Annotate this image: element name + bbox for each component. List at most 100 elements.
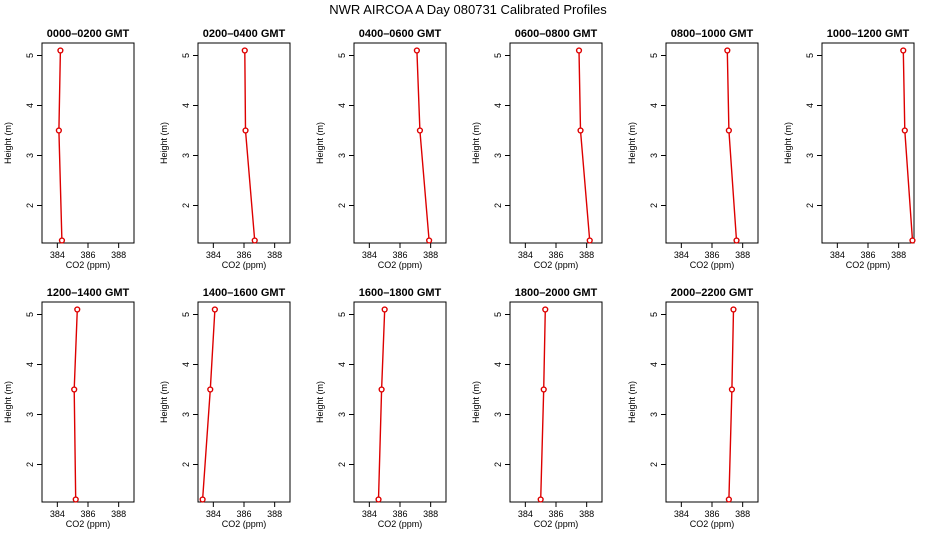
profile-panel: 1800–2000 GMT 384 386 388 2 3 4 5 CO2 (ppm) Heigh… xyxy=(471,287,603,529)
panel-title: 1400–1600 GMT xyxy=(203,287,286,299)
x-tick-label: 384 xyxy=(830,250,845,260)
x-axis-label: CO2 (ppm) xyxy=(222,519,267,529)
data-point xyxy=(416,127,424,134)
data-point xyxy=(725,127,732,134)
y-tick-label: 5 xyxy=(337,53,347,58)
panel-title: 0400–0600 GMT xyxy=(359,28,442,40)
y-axis-label: Height (m) xyxy=(627,381,637,423)
data-point xyxy=(724,47,731,54)
data-point xyxy=(900,47,907,54)
x-tick-label: 388 xyxy=(579,509,594,519)
x-tick-label: 386 xyxy=(236,250,251,260)
y-tick-label: 2 xyxy=(25,203,35,208)
x-tick-label: 386 xyxy=(80,509,95,519)
plot-frame xyxy=(665,301,759,503)
profile-panel: 0000–0200 GMT 384 386 388 2 3 4 5 CO2 (ppm) Heigh… xyxy=(3,28,135,270)
panel-title: 0600–0800 GMT xyxy=(515,28,598,40)
x-tick-label: 386 xyxy=(548,250,563,260)
x-tick-label: 384 xyxy=(206,509,221,519)
x-axis-label: CO2 (ppm) xyxy=(534,260,579,270)
y-tick-label: 4 xyxy=(25,362,35,367)
y-axis-label: Height (m) xyxy=(3,122,13,164)
data-point xyxy=(537,496,544,503)
plot-frame xyxy=(197,301,291,503)
x-axis-label: CO2 (ppm) xyxy=(66,519,111,529)
x-axis-label: CO2 (ppm) xyxy=(534,519,579,529)
profile-panel: 1600–1800 GMT 384 386 388 2 3 4 5 CO2 (ppm) Heigh… xyxy=(315,287,447,529)
y-tick-label: 4 xyxy=(493,362,503,367)
data-point xyxy=(72,496,79,503)
y-tick-label: 3 xyxy=(493,153,503,158)
profile-line xyxy=(902,50,914,241)
panel-title: 1600–1800 GMT xyxy=(359,287,442,299)
x-axis-label: CO2 (ppm) xyxy=(690,519,735,529)
x-tick-label: 386 xyxy=(704,250,719,260)
data-point xyxy=(251,237,258,244)
figure-title: NWR AIRCOA A Day 080731 Calibrated Profi… xyxy=(329,2,607,17)
y-tick-label: 4 xyxy=(337,103,347,108)
data-point xyxy=(586,237,593,244)
x-tick-label: 388 xyxy=(111,250,126,260)
x-tick-label: 388 xyxy=(111,509,126,519)
y-axis-label: Height (m) xyxy=(159,122,169,164)
plot-frame xyxy=(353,42,447,244)
data-point xyxy=(540,386,547,393)
panel-title: 0200–0400 GMT xyxy=(203,28,286,40)
y-tick-label: 2 xyxy=(649,203,659,208)
y-axis-label: Height (m) xyxy=(783,122,793,164)
x-axis-label: CO2 (ppm) xyxy=(66,260,111,270)
x-tick-label: 386 xyxy=(704,509,719,519)
profile-panel: 0600–0800 GMT 384 386 388 2 3 4 5 CO2 (ppm) Heigh… xyxy=(471,28,603,270)
data-point xyxy=(199,496,206,503)
profile-panel: 0200–0400 GMT 384 386 388 2 3 4 5 CO2 (ppm) Heigh… xyxy=(159,28,291,270)
y-tick-label: 2 xyxy=(181,203,191,208)
x-tick-label: 386 xyxy=(860,250,875,260)
x-tick-label: 388 xyxy=(735,250,750,260)
x-tick-label: 384 xyxy=(518,509,533,519)
y-tick-label: 5 xyxy=(337,312,347,317)
y-tick-label: 4 xyxy=(181,362,191,367)
x-axis-label: CO2 (ppm) xyxy=(378,260,423,270)
profile-line xyxy=(726,50,738,241)
y-tick-label: 3 xyxy=(181,153,191,158)
y-tick-label: 4 xyxy=(649,103,659,108)
y-tick-label: 4 xyxy=(805,103,815,108)
x-axis-label: CO2 (ppm) xyxy=(378,519,423,529)
plot-frame xyxy=(41,301,135,503)
y-tick-label: 3 xyxy=(493,412,503,417)
x-tick-label: 386 xyxy=(80,250,95,260)
data-point xyxy=(542,306,549,313)
y-tick-label: 2 xyxy=(493,462,503,467)
plot-frame xyxy=(41,42,135,244)
profile-line xyxy=(58,50,63,241)
profile-panel: 0800–1000 GMT 384 386 388 2 3 4 5 CO2 (ppm) Heigh… xyxy=(627,28,759,270)
data-point xyxy=(378,386,385,393)
x-tick-label: 384 xyxy=(206,250,221,260)
data-point xyxy=(375,496,382,503)
panels-grid: 0000–0200 GMT 384 386 388 2 3 4 5 CO2 (ppm) Heigh… xyxy=(3,28,916,529)
x-tick-label: 388 xyxy=(891,250,906,260)
panel-title: 1200–1400 GMT xyxy=(47,287,130,299)
x-tick-label: 386 xyxy=(548,509,563,519)
x-tick-label: 388 xyxy=(423,509,438,519)
data-point xyxy=(58,237,66,244)
data-point xyxy=(730,306,737,313)
y-tick-label: 4 xyxy=(25,103,35,108)
profile-line xyxy=(540,309,546,500)
data-point xyxy=(241,47,248,54)
y-tick-label: 4 xyxy=(337,362,347,367)
x-tick-label: 386 xyxy=(392,509,407,519)
data-point xyxy=(909,237,916,244)
panel-title: 2000–2200 GMT xyxy=(671,287,754,299)
profile-line xyxy=(73,309,78,500)
profile-line xyxy=(244,50,256,241)
y-tick-label: 5 xyxy=(649,312,659,317)
y-tick-label: 2 xyxy=(805,203,815,208)
y-tick-label: 5 xyxy=(649,53,659,58)
profile-panel: 2000–2200 GMT 384 386 388 2 3 4 5 CO2 (ppm) Heigh… xyxy=(627,287,759,529)
data-point xyxy=(242,127,249,134)
profile-line xyxy=(377,309,386,500)
panel-title: 0000–0200 GMT xyxy=(47,28,130,40)
profile-line xyxy=(728,309,735,500)
plot-frame xyxy=(509,42,603,244)
